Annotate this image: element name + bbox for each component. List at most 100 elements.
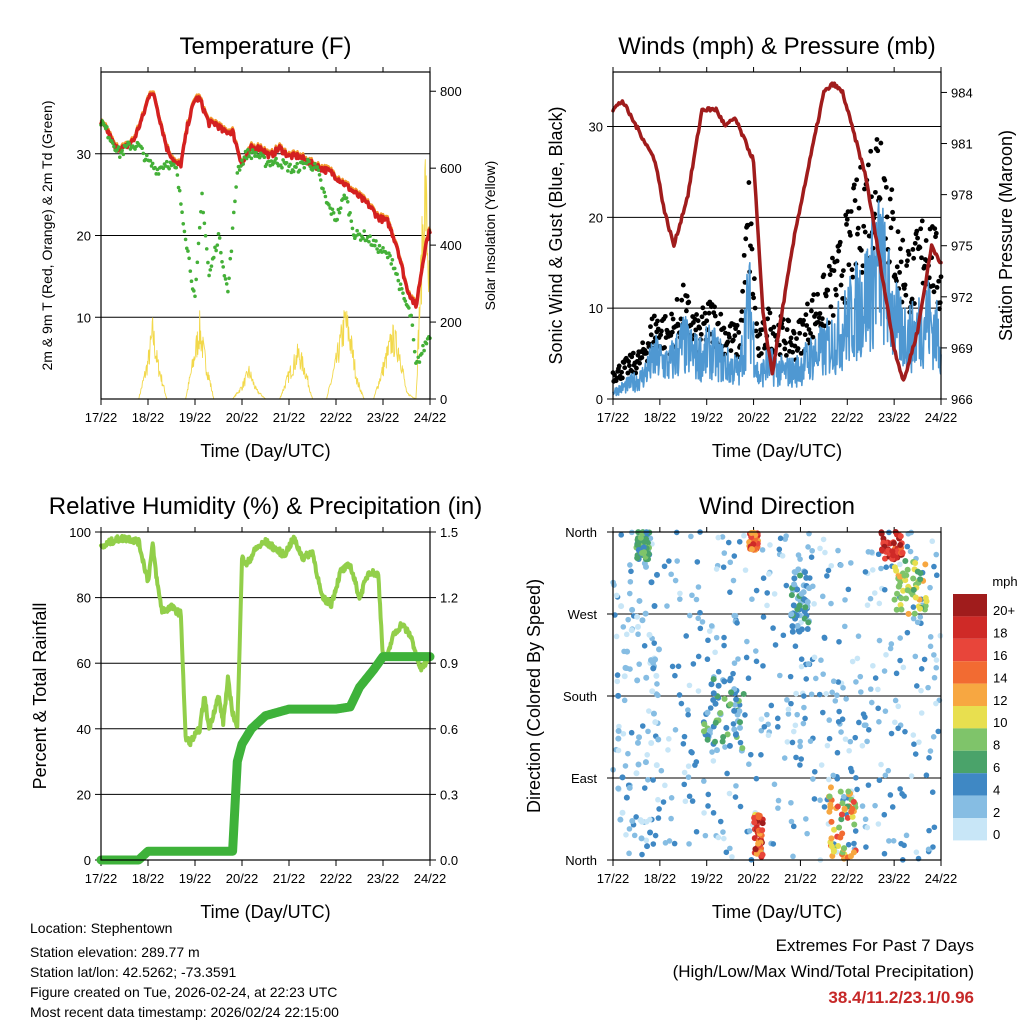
direction-point <box>615 692 622 699</box>
direction-point <box>721 634 727 641</box>
gust-point <box>909 296 915 302</box>
footer-elevation: Station elevation: 289.77 m <box>30 944 200 960</box>
dewpoint-point <box>392 266 397 271</box>
y2-tick-label: 0 <box>440 392 447 407</box>
direction-point <box>668 794 675 801</box>
direction-point <box>842 736 849 742</box>
dewpoint-point <box>118 155 122 159</box>
direction-point <box>622 664 629 671</box>
gust-point <box>917 245 923 251</box>
dewpoint-point <box>342 193 347 198</box>
gust-point <box>752 305 758 311</box>
dewpoint-point <box>212 255 216 260</box>
gust-point <box>887 196 893 202</box>
gust-point <box>894 264 900 270</box>
dewpoint-point <box>244 156 249 161</box>
footer-latlon: Station lat/lon: 42.5262; -73.3591 <box>30 964 237 980</box>
direction-point <box>623 631 630 638</box>
direction-point <box>830 678 837 685</box>
direction-point <box>933 551 940 558</box>
direction-point <box>623 794 630 801</box>
direction-point <box>870 662 876 669</box>
direction-point <box>622 763 629 769</box>
gust-point <box>898 259 904 265</box>
gust-point <box>852 198 858 203</box>
direction-point <box>875 686 881 693</box>
direction-point <box>753 658 760 665</box>
direction-point <box>615 747 622 754</box>
direction-point <box>785 706 792 713</box>
gust-point <box>888 225 894 231</box>
direction-point <box>705 637 711 644</box>
direction-point <box>677 590 683 597</box>
direction-point <box>656 806 662 812</box>
direction-point <box>642 759 649 766</box>
extremes-title: Extremes For Past 7 Days <box>775 936 974 955</box>
direction-point <box>737 739 744 746</box>
direction-point <box>633 770 640 777</box>
direction-point <box>897 561 903 568</box>
direction-point <box>904 629 911 636</box>
gust-point <box>693 327 699 333</box>
y2-tick-label: 966 <box>951 392 973 407</box>
direction-point <box>753 587 760 594</box>
direction-point <box>750 529 757 536</box>
direction-point <box>765 732 772 739</box>
dewpoint-point <box>174 165 178 170</box>
gust-point <box>813 311 819 317</box>
direction-point <box>857 673 864 680</box>
gust-point <box>809 297 815 303</box>
direction-point <box>759 820 766 827</box>
gust-point <box>905 258 910 264</box>
x-axis-label-wind_direction: Time (Day/UTC) <box>712 902 842 922</box>
direction-point <box>827 801 834 808</box>
direction-point <box>900 587 907 594</box>
x-tick-label: 24/22 <box>925 871 958 886</box>
direction-point <box>869 567 876 573</box>
direction-point <box>727 675 734 682</box>
dewpoint-point <box>421 343 425 348</box>
dewpoint-point <box>167 166 171 171</box>
colorbar-swatch <box>953 594 987 617</box>
gust-point <box>627 363 632 369</box>
direction-point <box>797 572 804 579</box>
gust-point <box>931 289 937 295</box>
dewpoint-point <box>229 249 234 254</box>
dewpoint-point <box>316 168 321 172</box>
direction-point <box>903 595 910 602</box>
direction-point <box>626 784 633 791</box>
direction-point <box>859 742 866 749</box>
direction-point <box>811 768 818 775</box>
direction-point <box>809 547 815 554</box>
direction-point <box>927 748 934 754</box>
x-tick-label: 19/22 <box>690 871 723 886</box>
dewpoint-point <box>390 258 395 262</box>
x-tick-label: 18/22 <box>644 410 677 425</box>
direction-point <box>643 536 650 543</box>
direction-point <box>661 563 668 570</box>
gust-point <box>810 334 816 340</box>
direction-point <box>902 728 908 735</box>
direction-point <box>838 729 844 735</box>
y2-tick-label: 400 <box>440 238 462 253</box>
x-tick-label: 17/22 <box>85 410 118 425</box>
dewpoint-point <box>248 150 253 155</box>
direction-point <box>798 590 805 597</box>
dewpoint-point <box>209 264 214 268</box>
direction-point <box>628 729 635 736</box>
x-tick-label: 21/22 <box>784 871 817 886</box>
direction-point <box>887 792 894 798</box>
x-tick-label: 21/22 <box>273 410 306 425</box>
direction-point <box>864 602 871 608</box>
direction-point <box>916 739 922 745</box>
direction-point <box>766 571 772 577</box>
y-tick-label: 100 <box>69 525 91 540</box>
gust-point <box>855 231 860 237</box>
x-axis-label-winds: Time (Day/UTC) <box>712 441 842 461</box>
direction-point <box>797 738 803 745</box>
direction-point <box>717 710 724 717</box>
dewpoint-point <box>116 145 121 149</box>
direction-point <box>695 688 702 694</box>
gust-point <box>783 340 788 346</box>
chart-title-wind_direction: Wind Direction <box>699 493 855 520</box>
